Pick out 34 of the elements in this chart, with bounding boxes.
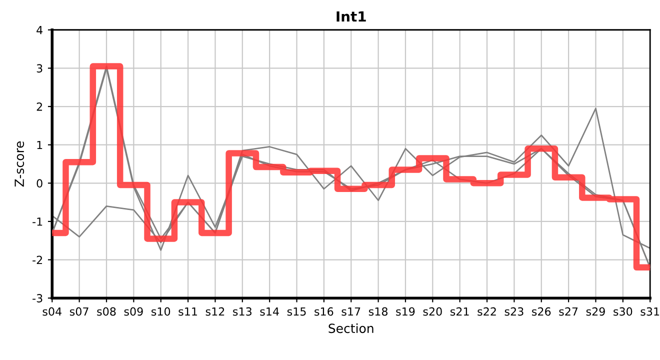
chart-title: Int1 <box>336 11 366 22</box>
x-tick-label: s27 <box>559 307 578 316</box>
y-tick-label: 2 <box>36 102 42 111</box>
x-tick-label: s11 <box>178 307 197 316</box>
x-tick-label: s31 <box>640 307 660 316</box>
x-tick-label: s16 <box>314 307 334 316</box>
x-tick-label: s20 <box>423 307 442 316</box>
x-axis-title: Section <box>328 323 374 334</box>
x-tick-label: s23 <box>504 307 524 316</box>
x-tick-label: s14 <box>260 307 279 316</box>
y-tick-label: 1 <box>37 140 42 150</box>
x-tick-label: s17 <box>342 307 360 316</box>
x-tick-label: s10 <box>152 307 170 316</box>
x-tick-label: s12 <box>206 307 224 316</box>
x-tick-label: s09 <box>124 307 143 316</box>
y-tick-label: -1 <box>32 218 42 226</box>
y-tick-label: -3 <box>32 294 42 302</box>
x-tick-label: s29 <box>586 307 605 316</box>
y-tick-label: 4 <box>36 26 42 34</box>
y-tick-label: 3 <box>36 64 42 73</box>
x-tick-label: s26 <box>532 307 551 316</box>
y-tick-label: 0 <box>36 179 42 188</box>
x-tick-label: s13 <box>233 307 252 316</box>
x-tick-label: s07 <box>70 307 88 316</box>
x-tick-label: s04 <box>42 307 62 316</box>
x-tick-label: s15 <box>287 307 306 316</box>
x-tick-label: s19 <box>396 307 415 316</box>
x-tick-label: s18 <box>368 307 388 316</box>
y-axis-title: Z-score <box>14 141 24 187</box>
x-tick-label: s30 <box>614 307 632 316</box>
x-tick-label: s22 <box>478 307 496 316</box>
y-tick-label: -2 <box>32 256 42 264</box>
x-tick-label: s21 <box>450 307 469 316</box>
x-tick-label: s08 <box>97 307 116 316</box>
